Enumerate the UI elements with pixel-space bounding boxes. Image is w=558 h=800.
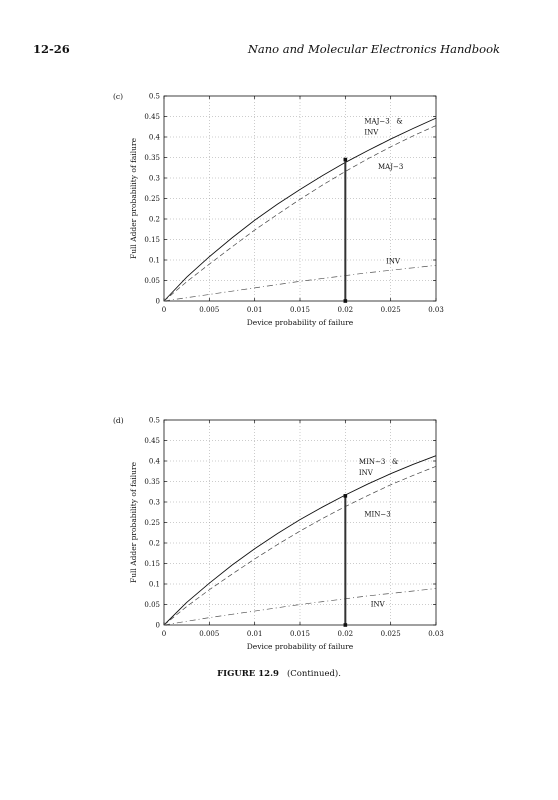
y-tick-label: 0.2 xyxy=(149,540,160,548)
y-tick-label: 0.05 xyxy=(144,601,160,609)
figure-caption-label: FIGURE 12.9 xyxy=(217,669,279,679)
y-tick-label: 0.45 xyxy=(144,113,160,121)
x-tick-label: 0.005 xyxy=(199,630,219,638)
x-tick-label: 0.015 xyxy=(290,630,310,638)
y-tick-label: 0.35 xyxy=(144,478,160,486)
y-axis-label: Full Adder probability of failure xyxy=(129,461,138,583)
marker-top xyxy=(343,494,348,498)
series-line-1 xyxy=(163,125,437,302)
x-tick-label: 0.01 xyxy=(247,630,263,638)
y-tick-label: 0.5 xyxy=(149,93,160,101)
panel-label: (c) xyxy=(113,92,123,101)
figure-caption: FIGURE 12.9 (Continued). xyxy=(0,669,558,679)
y-tick-label: 0.3 xyxy=(149,499,160,507)
annotation-label: MAJ−3 & xyxy=(364,117,402,125)
x-tick-label: 0.02 xyxy=(338,306,354,314)
annotation-label: INV xyxy=(359,469,374,477)
figure-caption-text: (Continued). xyxy=(286,669,341,679)
series-line-1 xyxy=(163,466,437,626)
y-tick-label: 0 xyxy=(156,622,160,630)
x-axis-label: Device probability of failure xyxy=(247,642,354,651)
annotation-label: MIN−3 & xyxy=(359,458,398,466)
y-tick-label: 0.25 xyxy=(144,519,160,527)
y-tick-label: 0.15 xyxy=(144,236,160,244)
marker-bottom xyxy=(343,623,348,627)
series-line-0 xyxy=(163,117,437,302)
y-tick-label: 0.15 xyxy=(144,560,160,568)
x-tick-label: 0.01 xyxy=(247,306,263,314)
annotation-label: INV xyxy=(371,601,386,609)
annotation-label: MIN−3 xyxy=(364,510,390,518)
x-tick-label: 0.005 xyxy=(199,306,219,314)
annotation-label: INV xyxy=(364,128,379,136)
y-tick-label: 0.4 xyxy=(149,458,161,466)
x-tick-label: 0.02 xyxy=(338,630,354,638)
x-tick-label: 0.025 xyxy=(381,630,401,638)
x-tick-label: 0 xyxy=(162,306,166,314)
y-tick-label: 0.1 xyxy=(149,257,160,265)
y-tick-label: 0.05 xyxy=(144,277,160,285)
x-tick-label: 0.03 xyxy=(428,306,444,314)
y-tick-label: 0.2 xyxy=(149,216,160,224)
y-axis-label: Full Adder probability of failure xyxy=(129,137,138,259)
y-tick-label: 0.25 xyxy=(144,195,160,203)
marker-bottom xyxy=(343,299,348,303)
x-tick-label: 0.015 xyxy=(290,306,310,314)
y-tick-label: 0.35 xyxy=(144,154,160,162)
panel-label: (d) xyxy=(113,416,124,425)
y-tick-label: 0.4 xyxy=(149,134,161,142)
x-tick-label: 0 xyxy=(162,630,166,638)
y-tick-label: 0.45 xyxy=(144,437,160,445)
series-line-0 xyxy=(163,455,437,626)
page-number: 12-26 xyxy=(33,42,70,56)
annotation-label: MAJ−3 xyxy=(378,163,403,171)
marker-top xyxy=(343,157,348,162)
x-tick-label: 0.03 xyxy=(428,630,444,638)
y-tick-label: 0.1 xyxy=(149,581,160,589)
x-tick-label: 0.025 xyxy=(381,306,401,314)
running-title: Nano and Molecular Electronics Handbook xyxy=(247,42,500,56)
x-axis-label: Device probability of failure xyxy=(247,318,354,327)
y-tick-label: 0 xyxy=(156,298,160,306)
y-tick-label: 0.3 xyxy=(149,175,160,183)
annotation-label: INV xyxy=(386,257,401,265)
y-tick-label: 0.5 xyxy=(149,417,160,425)
